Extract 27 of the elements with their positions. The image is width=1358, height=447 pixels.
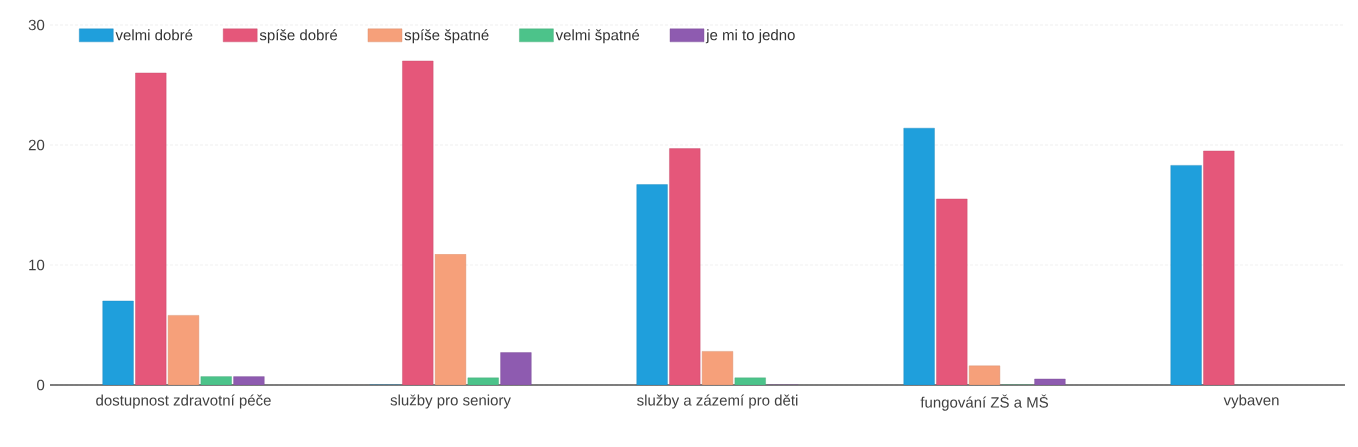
bar [167, 315, 200, 385]
x-tick-label: služby a zázemí pro děti [637, 394, 798, 409]
legend-label: velmi dobré [115, 29, 193, 41]
bar [1170, 165, 1202, 385]
legend-label: je mi to jedno [705, 29, 795, 44]
bar [936, 198, 968, 385]
bar [903, 127, 935, 385]
legend-label: spíše špatné [404, 29, 489, 44]
y-tick-label: 0 [37, 379, 45, 391]
x-tick-label: fungování ZŠ a MŠ [920, 394, 1049, 411]
bar [402, 60, 434, 385]
bar [500, 352, 532, 385]
x-tick-label: vybaven [1223, 394, 1279, 409]
legend-label: velmi špatné [555, 29, 640, 44]
legend-label: spíše dobré [259, 29, 338, 44]
y-tick-label: 20 [28, 139, 45, 151]
bar [102, 300, 134, 385]
x-tick-label: dostupnost zdravotní péče [96, 394, 271, 409]
bar [434, 254, 467, 385]
x-tick-label: služby pro seniory [390, 394, 511, 409]
y-tick-label: 10 [29, 259, 45, 271]
y-tick-label: 30 [28, 19, 45, 31]
bar [701, 351, 734, 385]
bar [1203, 150, 1235, 385]
bar [636, 184, 668, 385]
bar [669, 148, 701, 385]
bar [135, 72, 167, 385]
